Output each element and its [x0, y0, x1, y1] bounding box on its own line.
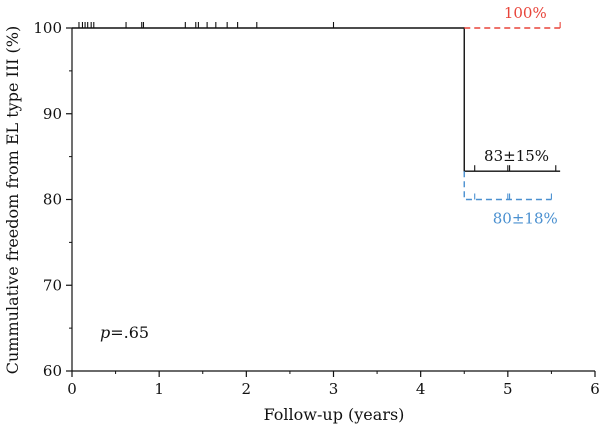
x-tick-label: 2: [242, 380, 252, 398]
p-value-value: =.65: [110, 323, 149, 342]
x-tick-label: 4: [416, 380, 426, 398]
x-tick-label: 0: [67, 380, 77, 398]
y-tick-label: 70: [43, 276, 62, 294]
y-tick-label: 90: [43, 105, 62, 123]
x-tick-label: 5: [503, 380, 513, 398]
x-tick-label: 1: [154, 380, 164, 398]
x-axis-title: Follow-up (years): [264, 405, 405, 424]
y-tick-label: 60: [43, 362, 62, 380]
x-tick-label: 3: [329, 380, 339, 398]
y-axis: 60 70 80 90 100: [33, 19, 73, 380]
annotation-label: 80±18%: [493, 210, 558, 228]
p-value-label: p=.65: [100, 323, 149, 342]
y-tick-label: 80: [43, 191, 62, 209]
x-tick-label: 6: [590, 380, 600, 398]
series-line-0: [72, 27, 561, 172]
annotation-group: 100% 83±15% 80±18%: [484, 4, 558, 228]
annotation-label: 83±15%: [484, 147, 549, 165]
y-axis-title: Cummulative freedom from EL type III (%): [3, 26, 22, 374]
series-group: [72, 22, 561, 201]
y-tick-label: 100: [33, 19, 62, 37]
p-value-prefix: p: [100, 323, 110, 342]
annotation-label: 100%: [504, 4, 547, 22]
x-axis: 0 1 2 3 4 5 6: [67, 370, 600, 398]
